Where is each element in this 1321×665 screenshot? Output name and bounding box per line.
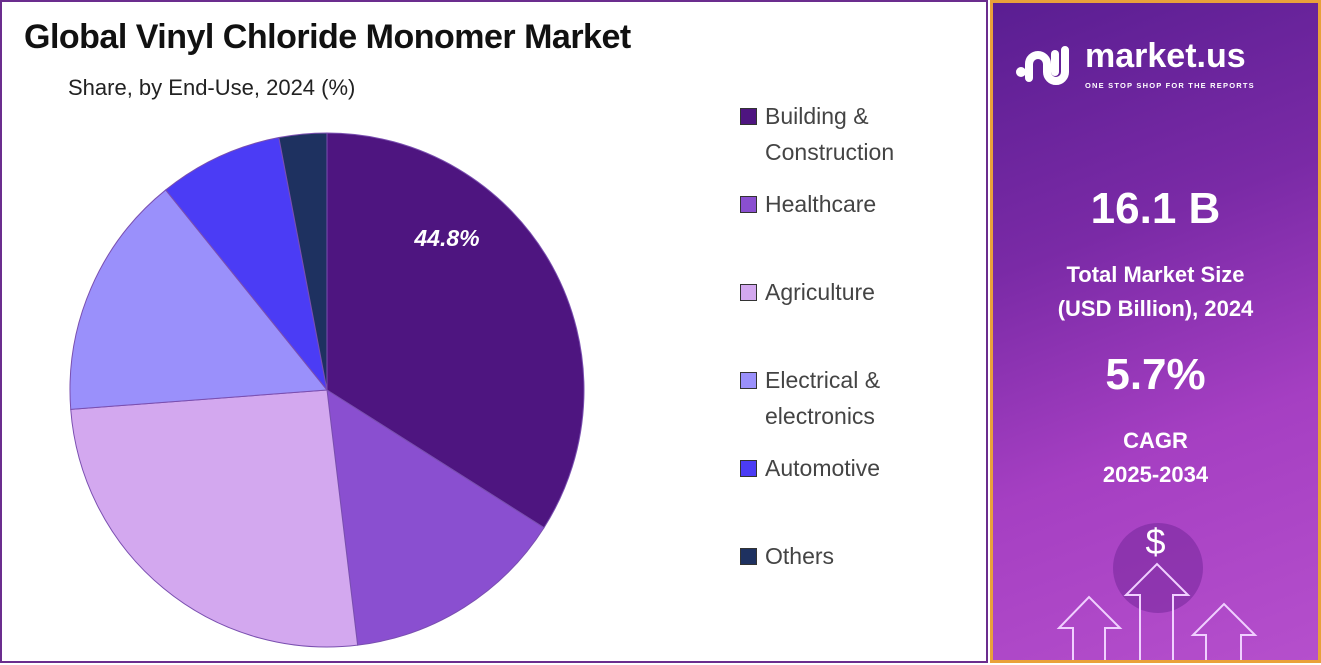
legend-item: Building & Construction [740,98,960,170]
legend-swatch [740,372,757,389]
legend-label: Automotive [765,455,881,481]
legend-item: Healthcare [740,186,960,222]
brand-tagline: ONE STOP SHOP FOR THE REPORTS [1085,81,1255,90]
cagr-value: 5.7% [1105,350,1206,399]
cagr-label-1: CAGR [1123,428,1188,453]
legend-label: Electrical & electronics [765,367,881,429]
market-size-value: 16.1 B [1090,184,1221,233]
summary-panel: market.us ONE STOP SHOP FOR THE REPORTS … [990,0,1321,663]
legend-label: Building & Construction [765,103,895,165]
legend-item: Automotive [740,450,960,486]
pie-slice-others [278,132,328,391]
pie-slice-healthcare [326,389,545,646]
pie-chart: 44.8% [69,132,585,648]
pie-slice-electrical-electronics [69,189,328,410]
market-size-label-2: (USD Billion), 2024 [1057,296,1254,321]
legend-swatch [740,284,757,301]
legend-label: Healthcare [765,191,877,217]
legend-item: Others [740,538,960,574]
cagr-label-2: 2025-2034 [1102,462,1209,487]
brand-name: market.us [1085,37,1246,75]
data-label-building-construction: 44.8% [413,225,479,251]
legend-item: Electrical & electronics [740,362,960,434]
chart-panel: Global Vinyl Chloride Monomer Market Sha… [0,0,988,663]
pie-slice-building-construction [326,132,585,529]
growth-arrows-icon [1056,523,1258,660]
legend-swatch [740,460,757,477]
chart-title: Global Vinyl Chloride Monomer Market [24,18,631,56]
market-us-logo-icon [1016,45,1069,85]
legend-swatch [740,196,757,213]
market-size-label-1: Total Market Size [1066,262,1245,287]
chart-subtitle: Share, by End-Use, 2024 (%) [68,75,356,100]
legend-swatch [740,108,757,125]
brand-logo: market.us ONE STOP SHOP FOR THE REPORTS [1015,35,1255,92]
legend-item: Agriculture [740,274,960,310]
legend-swatch [740,548,757,565]
legend-label: Agriculture [765,279,875,305]
dollar-sign: $ [1145,521,1166,562]
legend-label: Others [765,543,835,569]
pie-slice-automotive [164,136,328,391]
pie-slice-agriculture [70,389,359,648]
